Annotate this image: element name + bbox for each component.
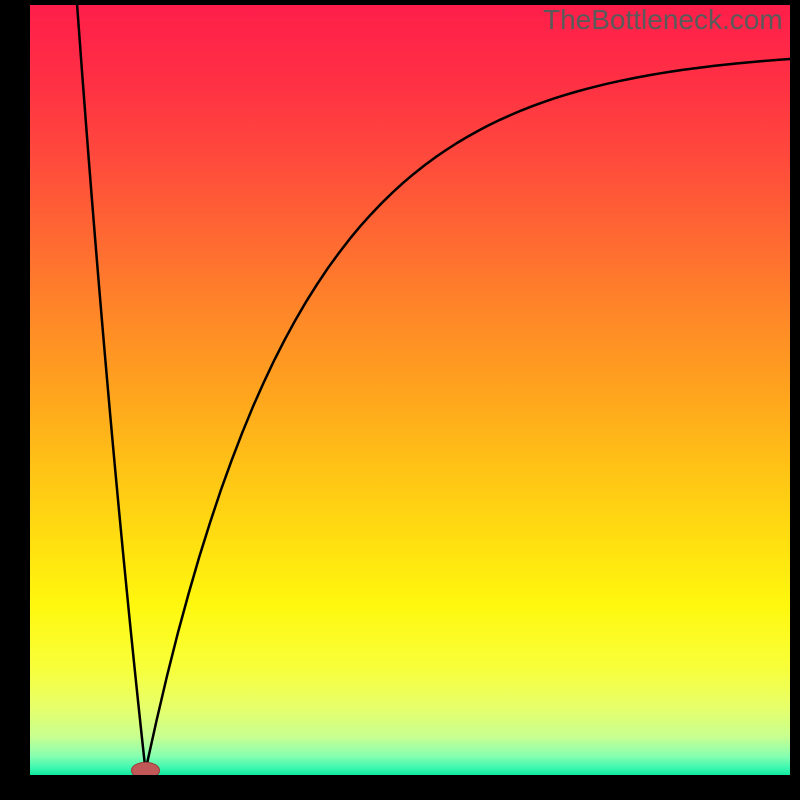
watermark-text: TheBottleneck.com (543, 4, 783, 36)
chart-plot-area (30, 5, 790, 775)
optimum-marker (132, 762, 160, 775)
bottleneck-curve (30, 5, 790, 775)
